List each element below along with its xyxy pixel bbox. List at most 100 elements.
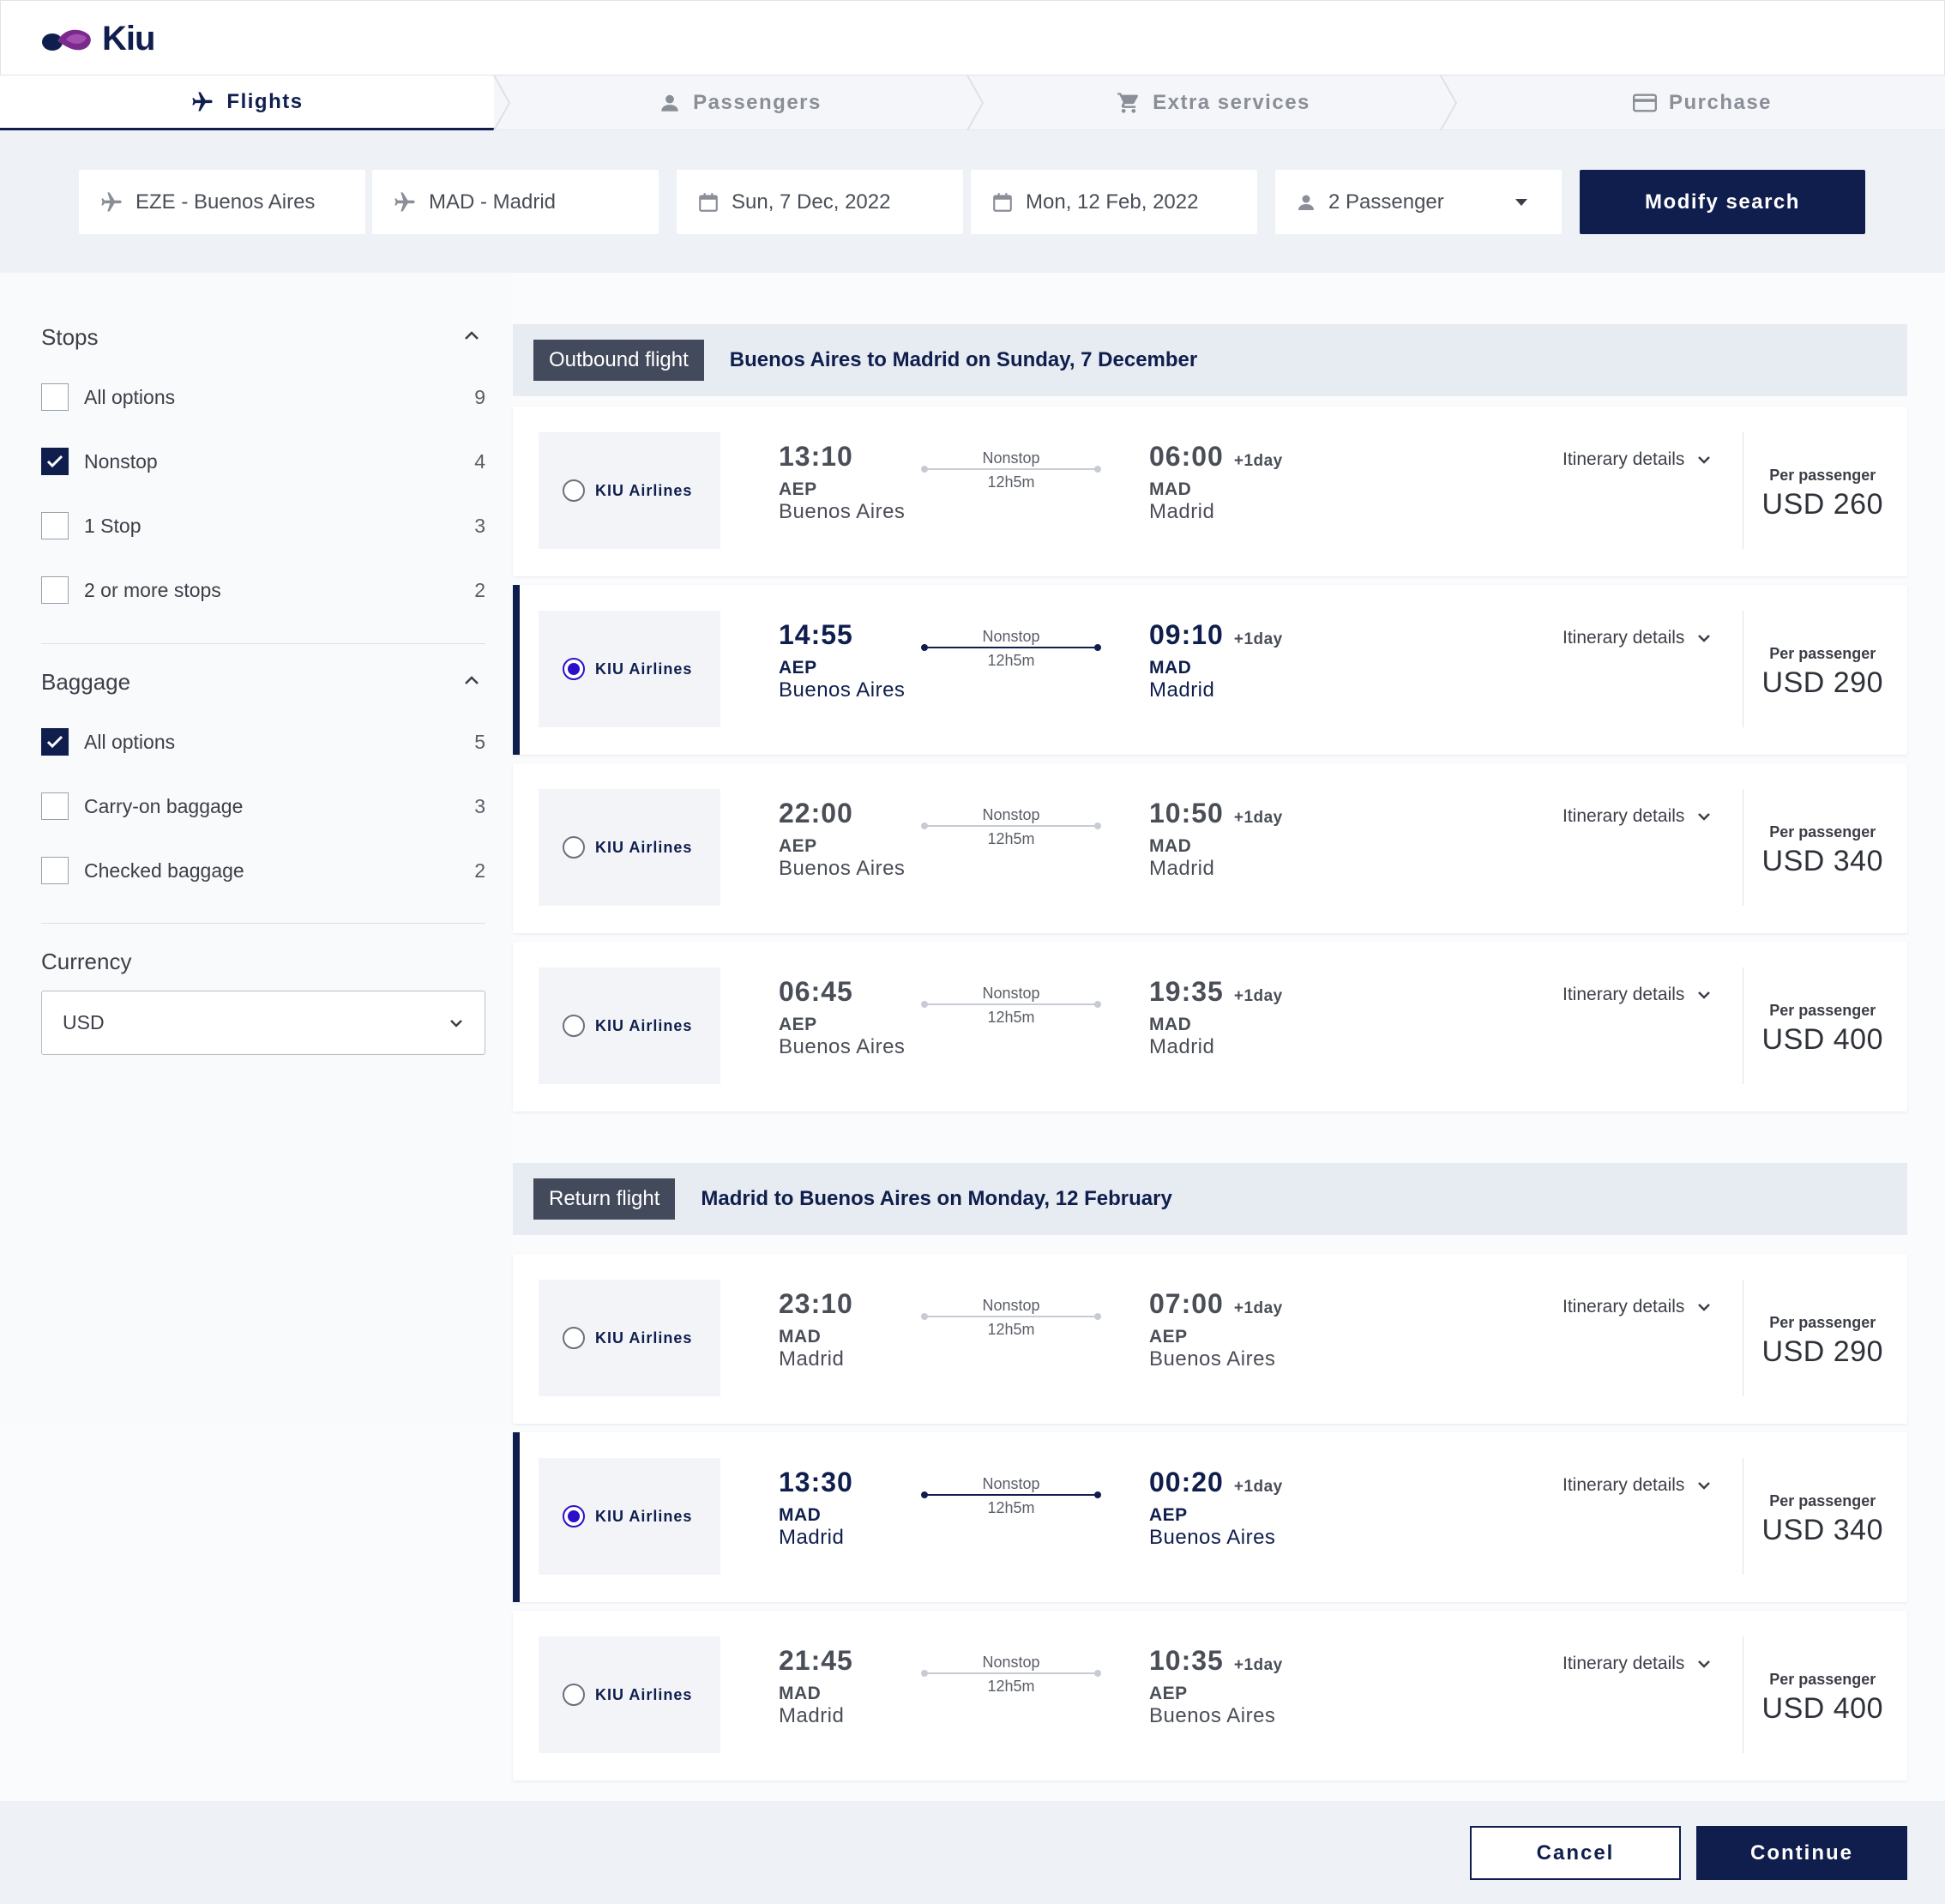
stops-option-nonstop[interactable]: Nonstop 4 xyxy=(41,447,485,476)
step-extra-services[interactable]: Extra services xyxy=(986,75,1441,130)
step-flights[interactable]: Flights xyxy=(0,75,494,130)
plus-day-label: +1day xyxy=(1233,987,1283,1005)
airline-select[interactable]: KIU Airlines xyxy=(539,432,720,549)
radio-button[interactable] xyxy=(563,1684,585,1706)
checkbox[interactable] xyxy=(41,576,69,604)
flight-card[interactable]: KIU Airlines 23:10 MAD Madrid Nonstop 12… xyxy=(513,1254,1907,1424)
departure-time: 06:45 xyxy=(779,976,853,1007)
departure-time: 21:45 xyxy=(779,1645,853,1676)
departure-time: 13:10 xyxy=(779,441,853,472)
arrival: 00:20 +1day AEP Buenos Aires xyxy=(1149,1467,1283,1550)
checkbox[interactable] xyxy=(41,857,69,884)
airline-select[interactable]: KIU Airlines xyxy=(539,1458,720,1575)
logo-text: Kiu xyxy=(102,20,155,57)
airline-select[interactable]: KIU Airlines xyxy=(539,1636,720,1753)
flight-card[interactable]: KIU Airlines 22:00 AEP Buenos Aires Nons… xyxy=(513,763,1907,933)
chevron-up-icon[interactable] xyxy=(463,674,480,686)
checkbox[interactable] xyxy=(41,792,69,820)
price-value: USD 340 xyxy=(1761,845,1883,877)
baggage-option-checked[interactable]: Checked baggage 2 xyxy=(41,856,485,885)
radio-button[interactable] xyxy=(563,1015,585,1037)
itinerary-details-link[interactable]: Itinerary details xyxy=(1563,985,1712,1005)
stops-option-1-stop[interactable]: 1 Stop 3 xyxy=(41,511,485,540)
checkout-steps: Flights Passengers Extra services Purcha… xyxy=(0,75,1945,130)
destination-value: MAD - Madrid xyxy=(429,190,557,214)
checkbox[interactable] xyxy=(41,512,69,539)
cancel-button[interactable]: Cancel xyxy=(1470,1826,1681,1880)
arrival-city: Madrid xyxy=(1149,500,1215,523)
option-count: 3 xyxy=(474,514,485,537)
checkbox-checked[interactable] xyxy=(41,448,69,475)
itinerary-details-link[interactable]: Itinerary details xyxy=(1563,1475,1712,1496)
baggage-option-all[interactable]: All options 5 xyxy=(41,727,485,756)
checkbox[interactable] xyxy=(41,383,69,411)
passenger-select[interactable]: 2 Passenger xyxy=(1275,170,1562,234)
airline-select[interactable]: KIU Airlines xyxy=(539,967,720,1084)
flight-card[interactable]: KIU Airlines 13:10 AEP Buenos Aires Nons… xyxy=(513,407,1907,576)
return-date-field[interactable]: Mon, 12 Feb, 2022 xyxy=(971,170,1257,234)
price-value: USD 290 xyxy=(1761,1335,1883,1368)
arrival: 07:00 +1day AEP Buenos Aires xyxy=(1149,1288,1283,1371)
departure: 22:00 AEP Buenos Aires xyxy=(779,798,905,881)
currency-select[interactable]: USD xyxy=(41,991,485,1055)
stops-label: Nonstop xyxy=(982,985,1040,1002)
itinerary-label: Itinerary details xyxy=(1563,985,1685,1004)
stops-option-2-plus[interactable]: 2 or more stops 2 xyxy=(41,575,485,605)
currency-filter-title: Currency xyxy=(41,949,132,974)
stops-label: Nonstop xyxy=(982,449,1040,467)
radio-button[interactable] xyxy=(563,1505,585,1527)
baggage-option-carry-on[interactable]: Carry-on baggage 3 xyxy=(41,792,485,821)
radio-button[interactable] xyxy=(563,1327,585,1349)
duration-label: 12h5m xyxy=(987,1499,1035,1516)
option-label: All options xyxy=(84,730,176,753)
route-line xyxy=(921,1491,1101,1498)
flight-card[interactable]: KIU Airlines 14:55 AEP Buenos Aires Nons… xyxy=(513,585,1907,755)
itinerary-label: Itinerary details xyxy=(1563,1475,1685,1495)
flight-card[interactable]: KIU Airlines 06:45 AEP Buenos Aires Nons… xyxy=(513,942,1907,1112)
itinerary-label: Itinerary details xyxy=(1563,449,1685,469)
continue-button[interactable]: Continue xyxy=(1696,1826,1907,1880)
checkbox-checked[interactable] xyxy=(41,728,69,756)
origin-value: EZE - Buenos Aires xyxy=(135,190,316,214)
airline-name: KIU Airlines xyxy=(595,1329,693,1347)
itinerary-details-link[interactable]: Itinerary details xyxy=(1563,806,1712,827)
arrival-city: Madrid xyxy=(1149,678,1215,702)
arrival-code: MAD xyxy=(1149,479,1192,499)
card-icon xyxy=(1632,93,1657,112)
departure: 21:45 MAD Madrid xyxy=(779,1645,853,1728)
option-label: Carry-on baggage xyxy=(84,794,244,817)
airline-select[interactable]: KIU Airlines xyxy=(539,1280,720,1396)
airline-select[interactable]: KIU Airlines xyxy=(539,789,720,906)
depart-date-field[interactable]: Sun, 7 Dec, 2022 xyxy=(677,170,963,234)
chevron-up-icon[interactable] xyxy=(463,329,480,341)
kiu-logo[interactable]: Kiu xyxy=(40,20,155,58)
origin-field[interactable]: EZE - Buenos Aires xyxy=(79,170,365,234)
stops-option-all[interactable]: All options 9 xyxy=(41,383,485,412)
flight-card[interactable]: KIU Airlines 13:30 MAD Madrid Nonstop 12… xyxy=(513,1432,1907,1602)
departure-city: Madrid xyxy=(779,1526,845,1549)
flight-card[interactable]: KIU Airlines 21:45 MAD Madrid Nonstop 12… xyxy=(513,1611,1907,1780)
arrival-code: AEP xyxy=(1149,1505,1188,1525)
radio-button[interactable] xyxy=(563,479,585,502)
arrival-time: 10:35 xyxy=(1149,1645,1224,1676)
itinerary-details-link[interactable]: Itinerary details xyxy=(1563,628,1712,648)
destination-field[interactable]: MAD - Madrid xyxy=(372,170,659,234)
departure-city: Madrid xyxy=(779,1704,845,1727)
arrival-city: Buenos Aires xyxy=(1149,1526,1276,1549)
radio-button[interactable] xyxy=(563,836,585,859)
departure-time: 23:10 xyxy=(779,1288,853,1319)
step-passengers[interactable]: Passengers xyxy=(513,75,967,130)
arrival: 19:35 +1day MAD Madrid xyxy=(1149,976,1283,1059)
radio-button[interactable] xyxy=(563,658,585,680)
step-purchase[interactable]: Purchase xyxy=(1460,75,1945,130)
arrival-city: Madrid xyxy=(1149,857,1215,880)
itinerary-details-link[interactable]: Itinerary details xyxy=(1563,1297,1712,1317)
duration-label: 12h5m xyxy=(987,1321,1035,1338)
airline-select[interactable]: KIU Airlines xyxy=(539,611,720,727)
modify-search-button[interactable]: Modify search xyxy=(1580,170,1865,234)
arrival-code: AEP xyxy=(1149,1327,1188,1347)
itinerary-details-link[interactable]: Itinerary details xyxy=(1563,449,1712,470)
itinerary-details-link[interactable]: Itinerary details xyxy=(1563,1654,1712,1674)
option-label: All options xyxy=(84,385,176,408)
departure-code: MAD xyxy=(779,1684,822,1703)
